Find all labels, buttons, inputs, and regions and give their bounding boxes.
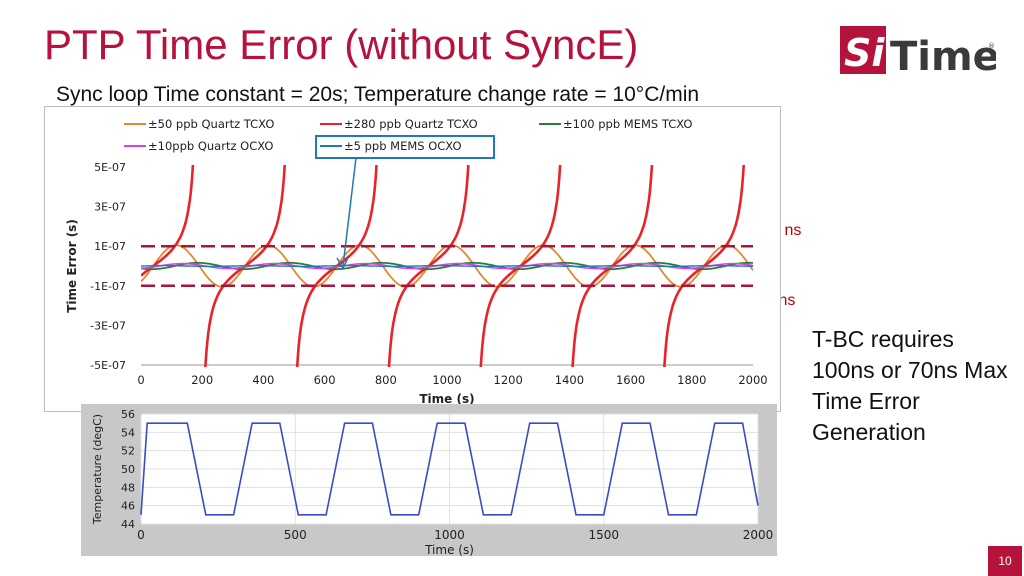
y-axis-title: Time Error (s) xyxy=(65,219,79,313)
x-tick-label: 1000 xyxy=(432,373,461,387)
y-tick-label: 50 xyxy=(121,463,135,476)
legend-label: ±100 ppb MEMS TCXO xyxy=(563,117,692,131)
y-tick-label: 54 xyxy=(121,426,135,439)
y-tick-label: 48 xyxy=(121,481,135,494)
requirement-note: T-BC requires 100ns or 70ns Max Time Err… xyxy=(812,326,1008,445)
x-tick-label: 2000 xyxy=(738,373,767,387)
callout-arrowhead xyxy=(336,257,349,270)
callout-arrow xyxy=(342,157,357,267)
y-tick-label: 5E-07 xyxy=(94,161,126,174)
x-tick-label: 400 xyxy=(252,373,274,387)
x-tick-label: 2000 xyxy=(743,528,774,542)
x-tick-label: 1400 xyxy=(555,373,584,387)
y-axis-title: Temperature (degC) xyxy=(91,414,104,525)
slide-subtitle: Sync loop Time constant = 20s; Temperatu… xyxy=(56,83,700,106)
legend-label: ±5 ppb MEMS OCXO xyxy=(344,139,462,153)
x-axis-title: Time (s) xyxy=(424,543,474,556)
y-tick-label: 56 xyxy=(121,408,135,421)
x-tick-label: 0 xyxy=(137,373,144,387)
x-tick-label: 600 xyxy=(314,373,336,387)
x-tick-label: 1200 xyxy=(494,373,523,387)
temperature-line xyxy=(140,422,759,516)
series-line xyxy=(141,261,754,271)
x-axis-title: Time (s) xyxy=(419,392,474,406)
y-tick-label: 44 xyxy=(121,518,135,531)
x-tick-label: 1000 xyxy=(434,528,465,542)
series-line xyxy=(141,262,754,270)
y-tick-label: 1E-07 xyxy=(94,240,126,253)
y-tick-label: 46 xyxy=(121,500,135,513)
legend-highlight-box xyxy=(315,135,495,159)
x-tick-label: 1600 xyxy=(616,373,645,387)
y-tick-label: -1E-07 xyxy=(90,280,126,293)
legend-label: ±10ppb Quartz OCXO xyxy=(148,139,273,153)
y-tick-label: -5E-07 xyxy=(90,359,126,372)
time-error-chart: ±50 ppb Quartz TCXO ±280 ppb Quartz TCXO ±… xyxy=(44,106,781,412)
x-tick-label: 1800 xyxy=(677,373,706,387)
x-tick-label: 500 xyxy=(284,528,307,542)
y-tick-label: 52 xyxy=(121,445,135,458)
x-tick-label: 1500 xyxy=(588,528,619,542)
svg-text:®: ® xyxy=(988,42,995,50)
page-number: 10 xyxy=(988,546,1022,576)
slide-title: PTP Time Error (without SyncE) xyxy=(44,21,639,68)
y-tick-label: -3E-07 xyxy=(90,319,126,332)
y-tick-label: 3E-07 xyxy=(94,201,126,214)
legend-label: ±280 ppb Quartz TCXO xyxy=(344,117,478,131)
svg-text:Si: Si xyxy=(844,31,885,75)
svg-text:Time: Time xyxy=(890,34,996,78)
series-line xyxy=(141,264,753,268)
x-tick-label: 200 xyxy=(191,373,213,387)
x-tick-label: 0 xyxy=(137,528,145,542)
temperature-chart: 56 54 52 50 48 46 440 500 1000 1500 2000 Time (s) Te… xyxy=(81,404,777,556)
legend-label: ±50 ppb Quartz TCXO xyxy=(148,117,274,131)
sitime-logo: Si Time ® xyxy=(840,26,996,78)
x-tick-label: 800 xyxy=(375,373,397,387)
